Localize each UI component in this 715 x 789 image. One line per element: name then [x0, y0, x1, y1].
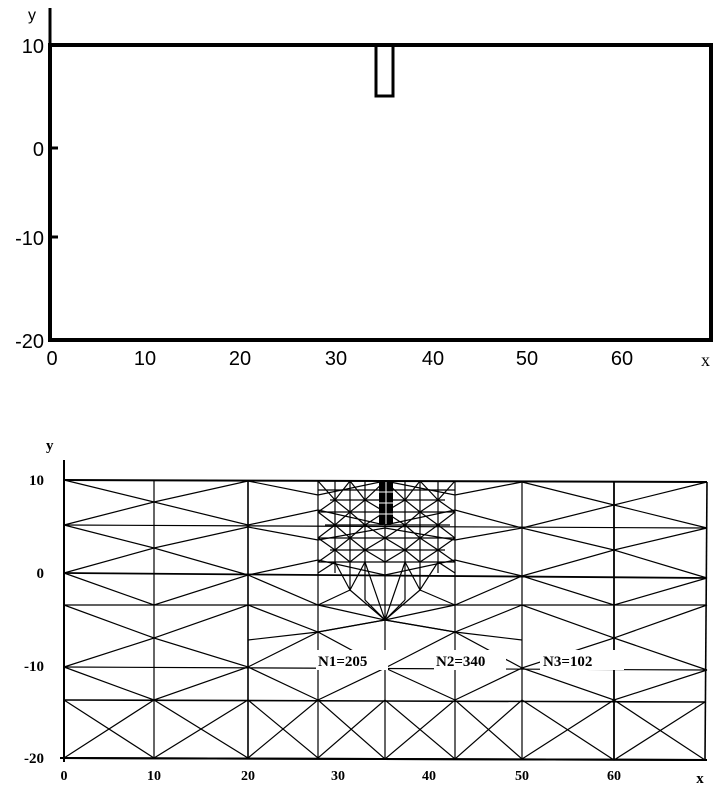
- bottom-panel: y 10 0 -10 -20 0 10 20 30 40 50 60 x N1=…: [24, 438, 708, 787]
- annotation-n2: N2=340: [436, 654, 485, 670]
- top-panel: y 10 0 -10 -20 0 10 20 30 40 50 60 x: [15, 7, 713, 370]
- domain-outline: [48, 43, 713, 342]
- annotation-n3: N3=102: [543, 654, 592, 670]
- top-x-tick-label: 60: [611, 348, 633, 370]
- annotation-n1: N1=205: [318, 654, 367, 670]
- annotation-bg: [540, 650, 624, 670]
- bottom-x-tick-label: 20: [241, 769, 255, 784]
- top-x-tick-label: 0: [46, 348, 57, 370]
- bottom-x-tick-label: 30: [331, 769, 345, 784]
- bottom-x-tick-label: 0: [61, 769, 68, 784]
- bottom-y-tick-label: -10: [24, 659, 44, 675]
- top-x-tick-label: 40: [422, 348, 444, 370]
- trench-slot: [374, 43, 395, 98]
- top-y-tick-label: -10: [15, 228, 44, 250]
- bottom-y-axis-label: y: [46, 438, 54, 454]
- top-y-tick-label: 0: [33, 139, 44, 161]
- top-y-axis-label: y: [28, 7, 36, 24]
- top-x-tick-label: 20: [229, 348, 251, 370]
- bottom-y-tick-label: 0: [37, 566, 45, 582]
- annotation-bg: [316, 650, 388, 670]
- bottom-x-axis-label: x: [696, 771, 704, 787]
- top-y-tick-label: 10: [22, 36, 44, 58]
- bottom-x-tick-label: 40: [422, 769, 436, 784]
- bottom-x-tick-label: 10: [147, 769, 161, 784]
- bottom-x-tick-label: 50: [515, 769, 529, 784]
- top-x-tick-label: 50: [516, 348, 538, 370]
- bottom-x-tick-label: 60: [607, 769, 621, 784]
- annotation-bg: [434, 650, 506, 670]
- top-x-axis-label: x: [701, 350, 710, 370]
- top-y-tick-label: -20: [15, 331, 44, 353]
- bottom-y-tick-label: 10: [29, 473, 44, 489]
- bottom-x-axis: [59, 757, 708, 761]
- trench-mesh-lines: [379, 482, 393, 524]
- bottom-y-tick-label: -20: [24, 751, 44, 767]
- top-x-tick-label: 30: [325, 348, 347, 370]
- top-x-tick-label: 10: [134, 348, 156, 370]
